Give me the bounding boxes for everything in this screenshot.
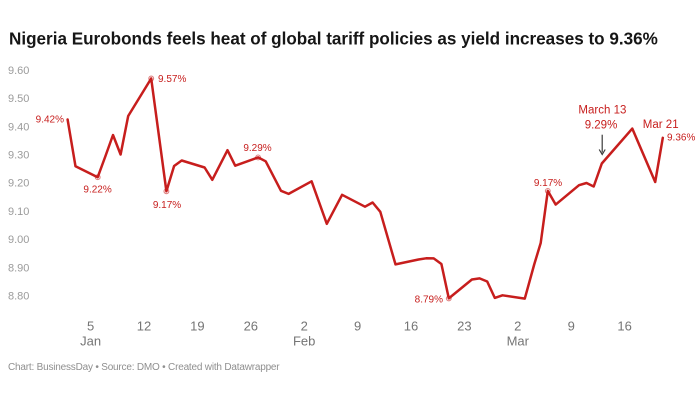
svg-text:9.17%: 9.17% <box>534 178 562 189</box>
svg-text:9.30: 9.30 <box>8 150 29 162</box>
svg-text:9.29%: 9.29% <box>585 119 618 131</box>
svg-text:9.50: 9.50 <box>8 93 29 105</box>
svg-text:23: 23 <box>457 319 471 334</box>
svg-text:8.80: 8.80 <box>8 291 29 303</box>
svg-text:9.29%: 9.29% <box>243 143 271 154</box>
svg-text:9.60: 9.60 <box>8 65 29 77</box>
svg-text:March 13: March 13 <box>578 104 626 116</box>
svg-text:8.79%: 8.79% <box>415 294 443 305</box>
svg-text:9.17%: 9.17% <box>153 200 181 211</box>
svg-text:26: 26 <box>244 319 258 334</box>
svg-text:5: 5 <box>87 319 94 334</box>
svg-text:9.42%: 9.42% <box>36 115 64 126</box>
svg-text:8.90: 8.90 <box>8 262 29 274</box>
svg-text:19: 19 <box>190 319 204 334</box>
svg-text:Mar: Mar <box>507 334 530 349</box>
svg-text:9.36%: 9.36% <box>667 133 695 144</box>
svg-text:Jan: Jan <box>80 334 101 349</box>
svg-text:Chart: BusinessDay • Source: D: Chart: BusinessDay • Source: DMO • Creat… <box>8 362 280 373</box>
svg-text:16: 16 <box>404 319 418 334</box>
svg-text:16: 16 <box>617 319 631 334</box>
svg-text:9: 9 <box>354 319 361 334</box>
svg-text:Feb: Feb <box>293 334 315 349</box>
svg-text:12: 12 <box>137 319 151 334</box>
svg-text:Nigeria Eurobonds feels heat o: Nigeria Eurobonds feels heat of global t… <box>9 30 658 49</box>
svg-text:Mar 21: Mar 21 <box>643 119 679 131</box>
svg-text:9: 9 <box>568 319 575 334</box>
svg-text:9.57%: 9.57% <box>158 74 186 85</box>
svg-text:9.10: 9.10 <box>8 206 29 218</box>
svg-text:2: 2 <box>301 319 308 334</box>
svg-text:9.20: 9.20 <box>8 178 29 190</box>
svg-text:9.00: 9.00 <box>8 234 29 246</box>
svg-text:9.22%: 9.22% <box>83 184 111 195</box>
svg-text:2: 2 <box>514 319 521 334</box>
svg-text:9.40: 9.40 <box>8 121 29 133</box>
